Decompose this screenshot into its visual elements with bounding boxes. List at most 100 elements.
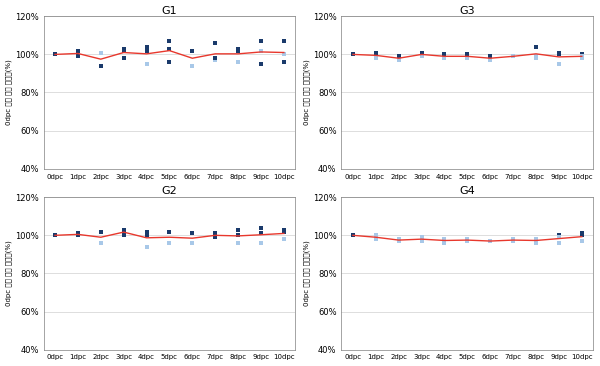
Point — [531, 53, 541, 59]
Point — [531, 236, 541, 242]
Point — [211, 234, 220, 240]
Point — [279, 52, 289, 57]
Point — [119, 232, 128, 238]
Point — [371, 55, 380, 61]
Point — [463, 52, 472, 57]
Point — [577, 231, 587, 236]
Point — [279, 38, 289, 44]
Point — [142, 244, 151, 250]
Point — [531, 236, 541, 242]
Point — [371, 49, 380, 55]
Point — [417, 49, 427, 55]
Point — [440, 236, 449, 242]
Point — [531, 55, 541, 61]
Point — [554, 240, 564, 246]
Point — [554, 232, 564, 238]
Point — [440, 52, 449, 57]
Point — [211, 57, 220, 63]
Point — [142, 232, 151, 238]
Point — [164, 240, 174, 246]
Point — [417, 52, 427, 57]
Point — [233, 48, 243, 53]
Point — [73, 231, 83, 236]
Y-axis label: 0dpc 기준 체중 변화율(%): 0dpc 기준 체중 변화율(%) — [5, 60, 12, 126]
Point — [463, 236, 472, 242]
Point — [50, 52, 60, 57]
Point — [96, 63, 106, 69]
Title: G4: G4 — [460, 186, 475, 197]
Point — [96, 229, 106, 235]
Point — [119, 48, 128, 53]
Point — [119, 46, 128, 52]
Point — [577, 52, 587, 57]
Y-axis label: 0dpc 기준 체중 변화율(%): 0dpc 기준 체중 변화율(%) — [304, 240, 310, 306]
Point — [73, 53, 83, 59]
Point — [119, 55, 128, 61]
Y-axis label: 0dpc 기준 체중 변화율(%): 0dpc 기준 체중 변화율(%) — [5, 240, 12, 306]
Point — [211, 55, 220, 61]
Point — [73, 48, 83, 53]
Point — [463, 238, 472, 244]
Point — [142, 48, 151, 53]
Point — [256, 61, 266, 67]
Title: G3: G3 — [460, 5, 475, 16]
Point — [577, 55, 587, 61]
Point — [119, 227, 128, 232]
Point — [508, 236, 518, 242]
Point — [164, 38, 174, 44]
Point — [577, 53, 587, 59]
Point — [508, 238, 518, 244]
Point — [96, 240, 106, 246]
Point — [417, 234, 427, 240]
Point — [164, 229, 174, 235]
Point — [279, 236, 289, 242]
Point — [256, 231, 266, 236]
Point — [440, 55, 449, 61]
Point — [485, 57, 495, 63]
Point — [485, 53, 495, 59]
Point — [211, 231, 220, 236]
Point — [142, 229, 151, 235]
Point — [256, 240, 266, 246]
Point — [73, 232, 83, 238]
Point — [577, 238, 587, 244]
Point — [485, 238, 495, 244]
Point — [371, 236, 380, 242]
Title: G2: G2 — [161, 186, 178, 197]
Point — [188, 231, 197, 236]
Point — [348, 232, 358, 238]
Point — [531, 44, 541, 50]
Point — [371, 232, 380, 238]
Point — [188, 48, 197, 53]
Point — [279, 227, 289, 232]
Point — [417, 53, 427, 59]
Point — [142, 61, 151, 67]
Point — [233, 227, 243, 232]
Title: G1: G1 — [161, 5, 177, 16]
Point — [554, 52, 564, 57]
Point — [554, 234, 564, 240]
Point — [233, 240, 243, 246]
Point — [348, 52, 358, 57]
Point — [394, 57, 403, 63]
Point — [256, 225, 266, 231]
Point — [279, 229, 289, 235]
Point — [577, 232, 587, 238]
Point — [164, 46, 174, 52]
Point — [554, 49, 564, 55]
Point — [531, 240, 541, 246]
Point — [508, 53, 518, 59]
Point — [164, 59, 174, 65]
Point — [508, 53, 518, 59]
Point — [50, 232, 60, 238]
Point — [256, 38, 266, 44]
Point — [394, 236, 403, 242]
Point — [188, 63, 197, 69]
Point — [440, 236, 449, 242]
Point — [417, 238, 427, 244]
Point — [188, 240, 197, 246]
Y-axis label: 0dpc 기준 체중 변화율(%): 0dpc 기준 체중 변화율(%) — [304, 60, 310, 126]
Point — [440, 240, 449, 246]
Point — [394, 238, 403, 244]
Point — [463, 55, 472, 61]
